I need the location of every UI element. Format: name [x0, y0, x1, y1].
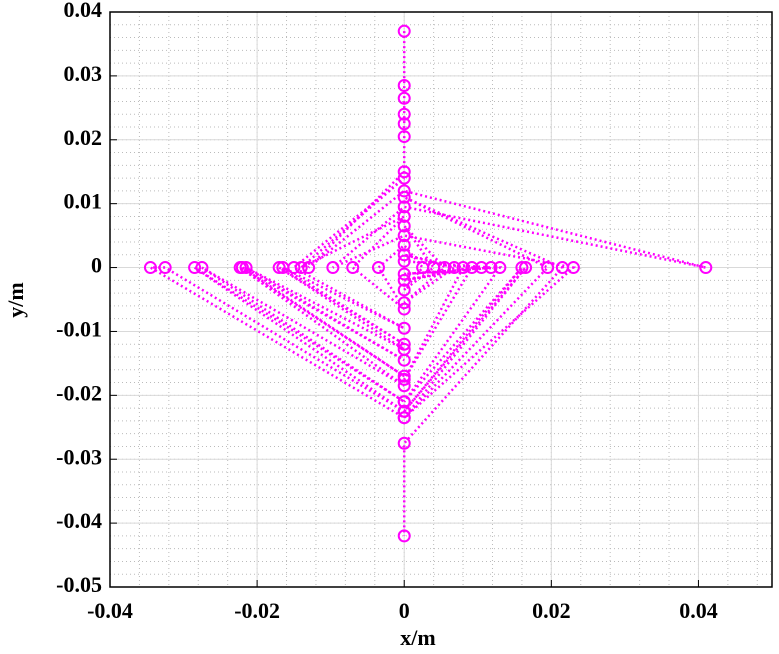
point — [397, 372, 411, 386]
point — [272, 261, 286, 275]
point — [158, 261, 172, 275]
point — [397, 379, 411, 393]
point — [397, 273, 411, 287]
x-tick-label: 0.04 — [679, 598, 718, 623]
point — [195, 261, 209, 275]
point — [397, 436, 411, 450]
y-axis-label: y/m — [3, 282, 28, 317]
x-tick-label: 0 — [399, 598, 410, 623]
x-tick-label: 0.02 — [532, 598, 571, 623]
point — [287, 261, 301, 275]
point — [397, 238, 411, 252]
point — [397, 184, 411, 198]
point — [397, 404, 411, 418]
point — [397, 117, 411, 131]
point — [397, 529, 411, 543]
point — [397, 267, 411, 281]
point — [397, 321, 411, 335]
y-tick-label: 0.01 — [64, 189, 103, 214]
y-tick-label: -0.03 — [56, 444, 102, 469]
point — [493, 261, 507, 275]
point — [397, 209, 411, 223]
x-tick-label: -0.04 — [87, 598, 133, 623]
point — [474, 261, 488, 275]
point — [397, 190, 411, 204]
y-tick-label: -0.04 — [56, 508, 102, 533]
y-tick-label: 0.04 — [64, 0, 103, 22]
point — [397, 200, 411, 214]
point — [188, 261, 202, 275]
point — [397, 254, 411, 268]
y-tick-label: 0.03 — [64, 61, 103, 86]
point — [397, 78, 411, 92]
point — [326, 261, 340, 275]
point — [397, 342, 411, 356]
point — [302, 261, 316, 275]
point — [397, 171, 411, 185]
y-tick-label: -0.05 — [56, 572, 102, 597]
point — [397, 395, 411, 409]
axes-box — [109, 11, 773, 588]
point — [555, 261, 569, 275]
point — [397, 337, 411, 351]
point — [456, 261, 470, 275]
point — [438, 261, 452, 275]
point — [346, 261, 360, 275]
point — [465, 261, 479, 275]
y-tick-label: -0.02 — [56, 380, 102, 405]
point — [397, 91, 411, 105]
point — [397, 107, 411, 121]
point — [397, 130, 411, 144]
point — [447, 261, 461, 275]
point — [143, 261, 157, 275]
point — [397, 283, 411, 297]
point — [397, 24, 411, 38]
point — [397, 229, 411, 243]
x-tick-label: -0.02 — [234, 598, 280, 623]
y-tick-label: 0.02 — [64, 125, 103, 150]
y-tick-label: -0.01 — [56, 316, 102, 341]
point — [397, 302, 411, 316]
point — [397, 248, 411, 262]
point — [519, 261, 533, 275]
point — [515, 261, 529, 275]
point — [397, 219, 411, 233]
y-tick-label: 0 — [91, 253, 102, 278]
x-axis-label: x/m — [400, 625, 435, 650]
point — [371, 261, 385, 275]
point — [397, 296, 411, 310]
point — [484, 261, 498, 275]
point — [294, 261, 308, 275]
point — [699, 261, 713, 275]
point — [239, 261, 253, 275]
point — [397, 165, 411, 179]
point — [397, 411, 411, 425]
point — [235, 261, 249, 275]
point — [541, 261, 555, 275]
